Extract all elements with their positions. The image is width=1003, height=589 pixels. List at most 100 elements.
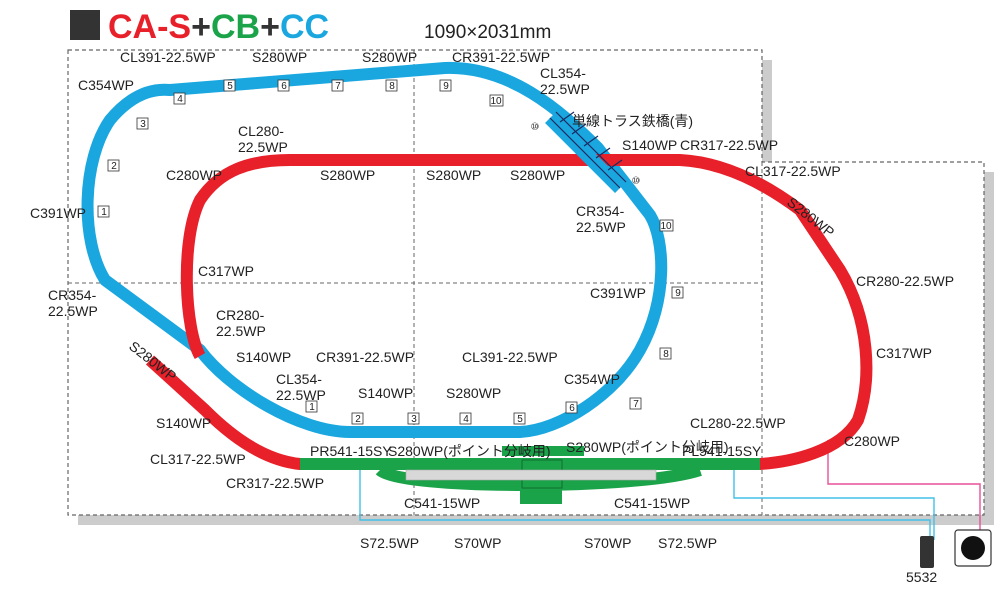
title-square-icon — [70, 10, 100, 40]
cc-loop-track — [81, 61, 668, 438]
label-c354-top-left: C354WP — [78, 77, 134, 93]
label-pl541: PL541-15SY — [682, 443, 762, 459]
label-s280-top-2: S280WP — [362, 49, 417, 65]
piece-number-3-left: 3 — [140, 119, 146, 130]
piece-number-5-bottom: 5 — [517, 414, 523, 425]
label-cr280-right: CR280-22.5WP — [856, 273, 954, 289]
piece-number-6-top: 6 — [281, 81, 287, 92]
label-pr541: PR541-15SY — [310, 443, 392, 459]
piece-number-2-left: 2 — [111, 161, 117, 172]
label-s140-top-right: S140WP — [622, 137, 677, 153]
label-s280-mid-1: S280WP — [320, 167, 375, 183]
piece-number-7-top: 7 — [335, 81, 341, 92]
label-s140-lower-mid: S140WP — [358, 385, 413, 401]
label-cl280-left-1: CL280- — [238, 123, 284, 139]
wire-pink — [827, 440, 981, 530]
title-ca-s: CA-S — [108, 8, 191, 46]
power-controller: 5532 — [906, 529, 992, 585]
title-plus-2: + — [260, 8, 280, 46]
label-cr354-left-2: 22.5WP — [48, 303, 98, 319]
label-cr280-lower-2: 22.5WP — [216, 323, 266, 339]
piece-number-2-bottom: 2 — [355, 414, 361, 425]
label-cr391-top: CR391-22.5WP — [452, 49, 550, 65]
label-cl391-lower: CL391-22.5WP — [462, 349, 558, 365]
label-c391-left: C391WP — [30, 205, 86, 221]
piece-number-1-left: 1 — [101, 207, 107, 218]
label-s280-top-1: S280WP — [252, 49, 307, 65]
cc-track-path — [81, 61, 668, 438]
cb-siding-top — [502, 446, 584, 456]
piece-number-markers: 4 5 6 7 8 9 10 3 2 1 10 ⑩ ⑩ 9 8 7 6 5 4 — [97, 79, 684, 425]
ca-s-loop-track — [145, 154, 873, 470]
station-platform — [405, 469, 657, 481]
label-c317-left: C317WP — [198, 263, 254, 279]
piece-number-10-top: 10 — [490, 96, 502, 107]
label-s140-bottom-left: S140WP — [156, 415, 211, 431]
label-c280-bottom-right: C280WP — [844, 433, 900, 449]
label-truss-bridge: 単線トラス鉄橋(青) — [572, 113, 693, 129]
feeder-wires — [359, 440, 981, 540]
label-s280-turnout-left: S280WP(ポイント分岐用) — [388, 443, 551, 459]
piece-number-7-bottom: 7 — [633, 399, 639, 410]
diagram-title: CA-S+CB+CC 1090×2031mm — [70, 8, 551, 46]
piece-number-1-bottom: 1 — [309, 402, 315, 413]
piece-number-8-top: 8 — [389, 81, 395, 92]
label-cr354-mid-2: 22.5WP — [576, 219, 626, 235]
label-cl354-lower-2: 22.5WP — [276, 387, 326, 403]
label-s72-5-right: S72.5WP — [658, 535, 717, 551]
wire-cyan-right — [733, 470, 935, 540]
piece-number-4-bottom: 4 — [463, 414, 469, 425]
controller-knob-icon — [961, 536, 985, 560]
label-cr354-mid-1: CR354- — [576, 203, 625, 219]
label-c541-right: C541-15WP — [614, 495, 690, 511]
label-s280-lower-mid: S280WP — [446, 385, 501, 401]
cb-siding-bottom — [520, 490, 562, 504]
label-cr280-lower-1: CR280- — [216, 307, 265, 323]
label-cr317-top-right: CR317-22.5WP — [680, 137, 778, 153]
piece-number-8-right: 8 — [663, 349, 669, 360]
wire-cyan-left — [359, 470, 931, 540]
label-cl317-right: CL317-22.5WP — [745, 163, 841, 179]
piece-number-10-right: 10 — [660, 221, 672, 232]
label-c317-right: C317WP — [876, 345, 932, 361]
label-cl354-top-right-1: CL354- — [540, 65, 586, 81]
label-cl317-bottom-left: CL317-22.5WP — [150, 451, 246, 467]
bridge-marker-top: ⑩ — [531, 122, 540, 133]
label-s280-turnout-right: S280WP(ポイント分岐用) — [566, 439, 729, 455]
label-c280-left: C280WP — [166, 167, 222, 183]
piece-number-4-top: 4 — [177, 94, 183, 105]
piece-number-6-bottom: 6 — [569, 403, 575, 414]
bridge-marker-bottom: ⑩ — [632, 176, 641, 187]
label-cr317-bottom-left: CR317-22.5WP — [226, 475, 324, 491]
controller-plug — [920, 536, 934, 568]
label-s140-lower-left: S140WP — [236, 349, 291, 365]
label-cl354-lower-1: CL354- — [276, 371, 322, 387]
label-cl280-bottom-right: CL280-22.5WP — [690, 415, 786, 431]
label-c391-right-inner: C391WP — [590, 285, 646, 301]
label-c541-left: C541-15WP — [404, 495, 480, 511]
label-cr391-lower: CR391-22.5WP — [316, 349, 414, 365]
cb-station-track — [300, 446, 760, 504]
label-cr354-left-1: CR354- — [48, 287, 97, 303]
piece-number-5-top: 5 — [227, 81, 233, 92]
label-s70-left: S70WP — [454, 535, 501, 551]
truss-bridge-lattice — [549, 111, 627, 189]
label-cl280-left-2: 22.5WP — [238, 139, 288, 155]
controller-label: 5532 — [906, 569, 937, 585]
label-c354-lower-right: C354WP — [564, 371, 620, 387]
piece-number-9-top: 9 — [443, 81, 449, 92]
truss-bridge — [545, 111, 627, 193]
label-s70-right: S70WP — [584, 535, 631, 551]
title-dimensions: 1090×2031mm — [424, 22, 551, 43]
title-plus-1: + — [191, 8, 211, 46]
label-cl391-top: CL391-22.5WP — [120, 49, 216, 65]
ca-s-track-path — [145, 154, 873, 470]
svg-text:CA-S+CB+CC: CA-S+CB+CC — [108, 8, 329, 46]
title-cb: CB — [211, 8, 260, 46]
piece-number-3-bottom: 3 — [411, 414, 417, 425]
piece-number-9-right: 9 — [675, 288, 681, 299]
label-cl354-top-right-2: 22.5WP — [540, 81, 590, 97]
title-cc: CC — [280, 8, 329, 46]
label-s72-5-left: S72.5WP — [360, 535, 419, 551]
